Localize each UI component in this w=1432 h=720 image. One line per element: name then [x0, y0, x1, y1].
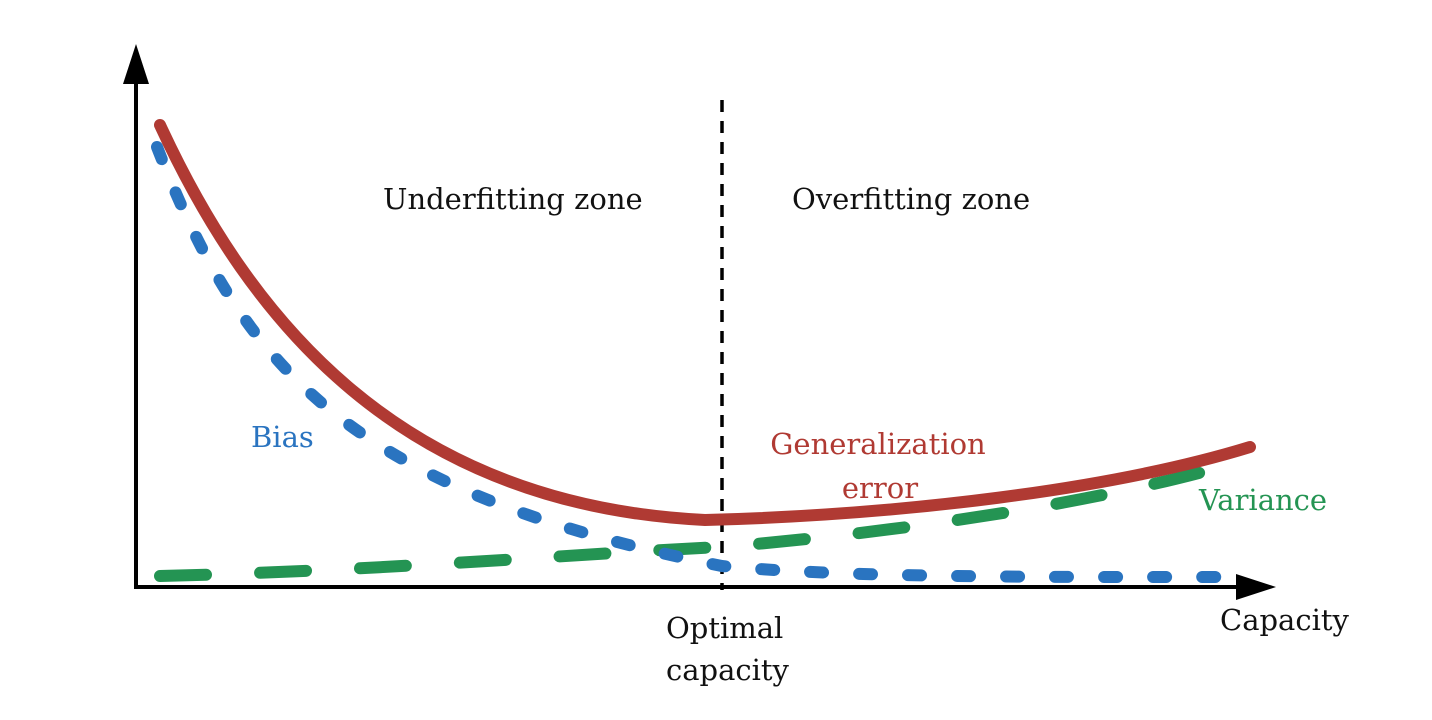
optimal-capacity-label-line1: Optimal	[666, 611, 783, 645]
optimal-capacity-label-line2: capacity	[666, 653, 790, 687]
generalization-error-curve	[154, 119, 1256, 527]
variance-label: Variance	[1198, 483, 1327, 517]
underfitting-zone-label: Underfitting zone	[383, 182, 643, 216]
variance-curve	[154, 464, 1216, 582]
overfitting-zone-label: Overfitting zone	[792, 182, 1030, 216]
y-axis-arrowhead	[123, 44, 149, 84]
bias-label: Bias	[251, 420, 314, 454]
generalization-error-label-line2: error	[842, 471, 918, 505]
x-axis-label: Capacity	[1220, 603, 1350, 637]
x-axis-arrowhead	[1236, 574, 1276, 600]
generalization-error-label-line1: Generalization	[770, 427, 986, 461]
bias-curve	[151, 141, 1241, 584]
